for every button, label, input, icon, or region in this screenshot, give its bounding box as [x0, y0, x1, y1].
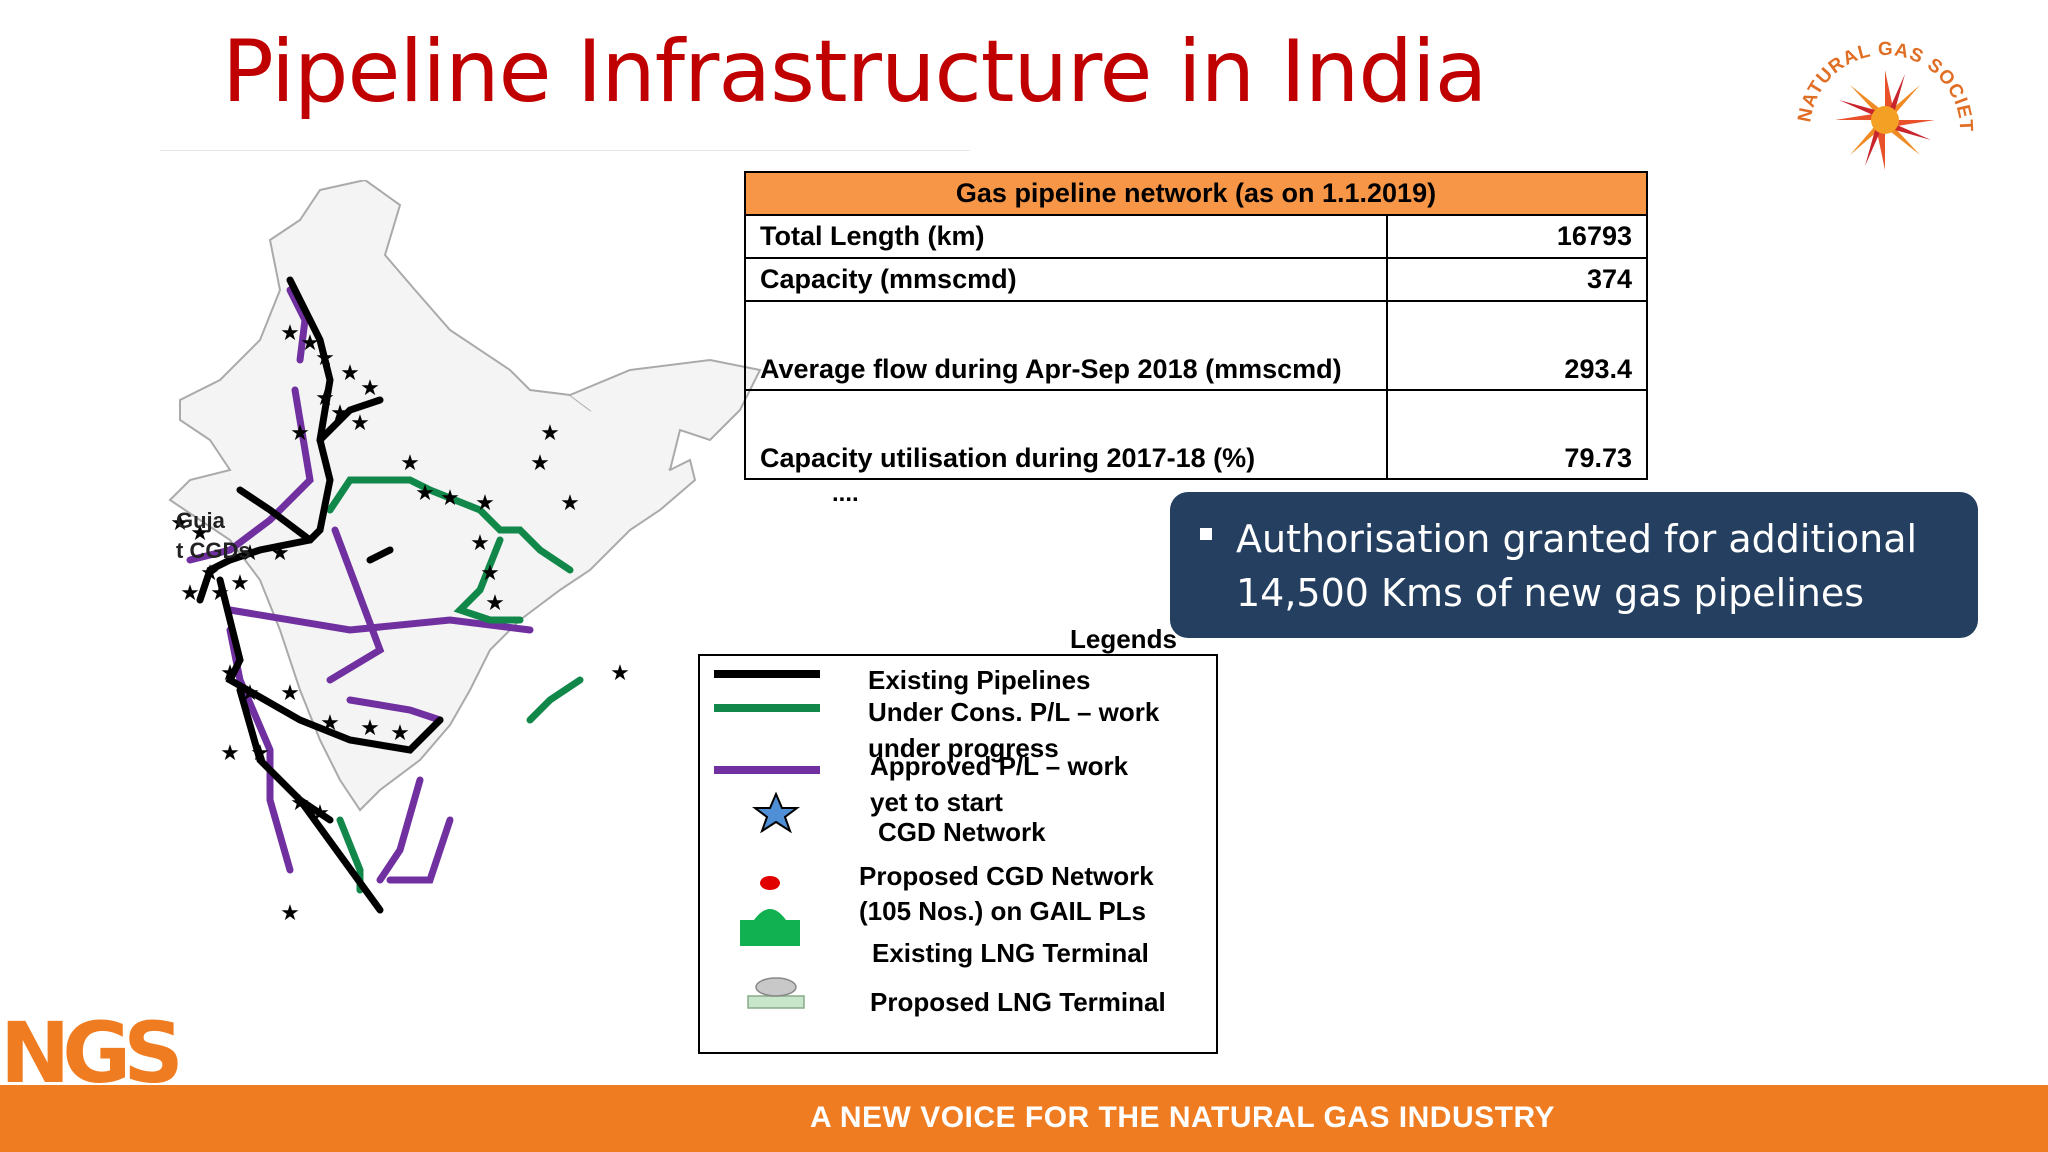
svg-text:★: ★ — [200, 561, 220, 586]
svg-text:★: ★ — [315, 346, 335, 371]
table-header: Gas pipeline network (as on 1.1.2019) — [744, 171, 1648, 216]
title-divider — [160, 150, 970, 151]
svg-text:★: ★ — [240, 541, 260, 566]
row-value: 16793 — [1386, 214, 1648, 259]
svg-text:★: ★ — [540, 421, 560, 446]
gas-pipeline-network-table: Gas pipeline network (as on 1.1.2019) To… — [744, 171, 1648, 480]
legend-cgd: CGD Network — [878, 817, 1046, 847]
row-label: Average flow during Apr-Sep 2018 (mmscmd… — [744, 300, 1388, 391]
svg-text:★: ★ — [220, 661, 240, 686]
svg-text:★: ★ — [415, 481, 435, 506]
svg-text:★: ★ — [330, 401, 350, 426]
svg-text:★: ★ — [180, 581, 200, 606]
legend-proposed-lng: Proposed LNG Terminal — [870, 987, 1166, 1017]
legend-under-cons-line2: under progress — [868, 733, 1059, 763]
india-pipeline-map: ★ ★★★ ★★★ ★ ★★★ ★ ★★★★ ★ ★★★ ★ ★★ ★ ★★ ★★ ★ ★★ ★ … — [168, 180, 762, 926]
row-value: 374 — [1386, 257, 1648, 302]
proposed-lng-terminal-icon — [747, 995, 805, 1009]
footer-tagline: A NEW VOICE FOR THE NATURAL GAS INDUSTRY — [810, 1101, 1556, 1134]
table-row: Capacity utilisation during 2017-18 (%) … — [744, 389, 1648, 480]
cgd-stars: ★ ★★★ ★★★ ★ ★★★ ★ ★★★★ ★ ★★★ ★ ★★ ★ ★★ ★★ ★ ★★ ★ … — [170, 321, 630, 926]
svg-text:★: ★ — [280, 321, 300, 346]
svg-text:★: ★ — [310, 801, 330, 826]
svg-text:★: ★ — [170, 511, 190, 536]
svg-text:★: ★ — [485, 591, 505, 616]
svg-text:★: ★ — [350, 411, 370, 436]
legend-symbols — [714, 670, 820, 1009]
ngs-brand-text: NGS — [0, 1010, 178, 1090]
svg-text:★: ★ — [360, 716, 380, 741]
legend-approved-line2: yet to start — [870, 787, 1003, 817]
svg-text:★: ★ — [400, 451, 420, 476]
svg-text:★: ★ — [190, 521, 210, 546]
legend-under-cons-line1: Under Cons. P/L – work — [868, 697, 1160, 727]
legend-box — [698, 654, 1218, 1054]
svg-text:★: ★ — [210, 581, 230, 606]
svg-text:★: ★ — [560, 491, 580, 516]
svg-text:★: ★ — [240, 681, 260, 706]
row-label: Total Length (km) — [744, 214, 1388, 259]
svg-text:★: ★ — [530, 451, 550, 476]
proposed-cgd-dot-icon — [760, 876, 780, 890]
natural-gas-society-logo: NATURAL GAS SOCIETY — [1790, 20, 1975, 170]
svg-text:★: ★ — [390, 721, 410, 746]
bullet-icon — [1200, 528, 1212, 540]
gujarat-label-line1: Guja — [176, 508, 225, 533]
svg-text:★: ★ — [470, 531, 490, 556]
legend-title: Legends — [1070, 624, 1177, 654]
svg-text:★: ★ — [280, 901, 300, 926]
legend-proposed-cgd-line1: Proposed CGD Network — [859, 861, 1154, 891]
existing-lng-terminal-icon — [740, 909, 800, 946]
svg-text:★: ★ — [270, 541, 290, 566]
legend-proposed-cgd-line2: (105 Nos.) on GAIL PLs — [859, 896, 1147, 926]
gujarat-label-line2: t CGDs — [176, 538, 251, 563]
row-label: Capacity (mmscmd) — [744, 257, 1388, 302]
svg-text:★: ★ — [230, 571, 250, 596]
svg-text:★: ★ — [290, 791, 310, 816]
footer-bar: A NEW VOICE FOR THE NATURAL GAS INDUSTRY — [0, 1085, 2048, 1152]
callout-text: Authorisation granted for additional 14,… — [1236, 517, 1918, 615]
table-row: Average flow during Apr-Sep 2018 (mmscmd… — [744, 300, 1648, 391]
svg-text:★: ★ — [610, 661, 630, 686]
svg-text:★: ★ — [300, 331, 320, 356]
ngs-brand-logo: NGS — [0, 1010, 186, 1090]
svg-text:★: ★ — [315, 386, 335, 411]
table-row: Capacity (mmscmd) 374 — [744, 257, 1648, 302]
slide-title: Pipeline Infrastructure in India — [222, 22, 1488, 122]
svg-text:★: ★ — [475, 491, 495, 516]
cgd-star-icon — [752, 791, 800, 834]
row-value: 79.73 — [1386, 389, 1648, 480]
authorisation-callout: Authorisation granted for additional 14,… — [1170, 492, 1978, 638]
proposed-lng-dome-icon — [755, 977, 797, 997]
svg-text:★: ★ — [290, 421, 310, 446]
table-row: Total Length (km) 16793 — [744, 214, 1648, 259]
svg-text:★: ★ — [220, 741, 240, 766]
gujarat-cgd-label: Guja t CGDs — [176, 506, 251, 566]
svg-text:★: ★ — [340, 361, 360, 386]
svg-text:★: ★ — [250, 741, 270, 766]
svg-text:★: ★ — [480, 561, 500, 586]
svg-text:★: ★ — [320, 711, 340, 736]
svg-text:★: ★ — [280, 681, 300, 706]
legend-existing: Existing Pipelines — [868, 665, 1091, 695]
svg-text:★: ★ — [360, 376, 380, 401]
ellipsis-text: .... — [832, 480, 859, 507]
row-value: 293.4 — [1386, 300, 1648, 391]
legend-approved-line1: Approved P/L – work — [870, 751, 1129, 781]
row-label: Capacity utilisation during 2017-18 (%) — [744, 389, 1388, 480]
svg-text:★: ★ — [440, 486, 460, 511]
legend-existing-lng: Existing LNG Terminal — [872, 938, 1149, 968]
